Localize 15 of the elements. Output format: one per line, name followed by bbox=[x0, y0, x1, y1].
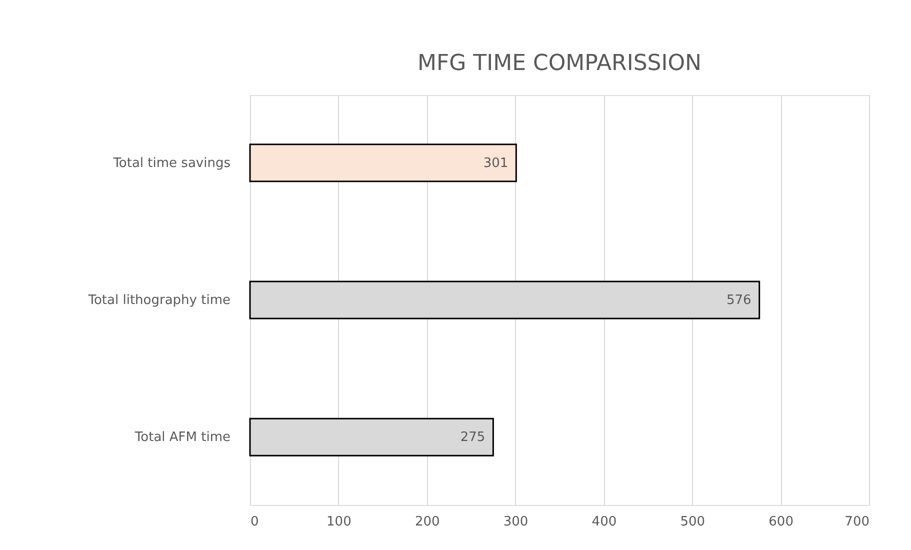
data-label: 301 bbox=[483, 156, 508, 171]
x-tick-label: 200 bbox=[414, 514, 440, 530]
chart-title: MFG TIME COMPARISSION bbox=[417, 51, 702, 76]
x-tick-label: 600 bbox=[768, 514, 794, 530]
x-tick-label: 700 bbox=[844, 514, 870, 530]
data-label: 275 bbox=[460, 430, 486, 446]
data-label: 576 bbox=[726, 293, 752, 308]
x-tick-label: 400 bbox=[592, 514, 617, 530]
x-tick-label: 300 bbox=[503, 514, 528, 530]
y-tick-label: Total lithography time bbox=[87, 293, 230, 308]
y-tick-label: Total AFM time bbox=[134, 430, 230, 446]
x-tick-label: 500 bbox=[680, 514, 706, 530]
x-tick-label: 0 bbox=[250, 514, 259, 530]
y-tick-label: Total time savings bbox=[112, 156, 231, 171]
x-tick-label: 100 bbox=[326, 514, 352, 530]
